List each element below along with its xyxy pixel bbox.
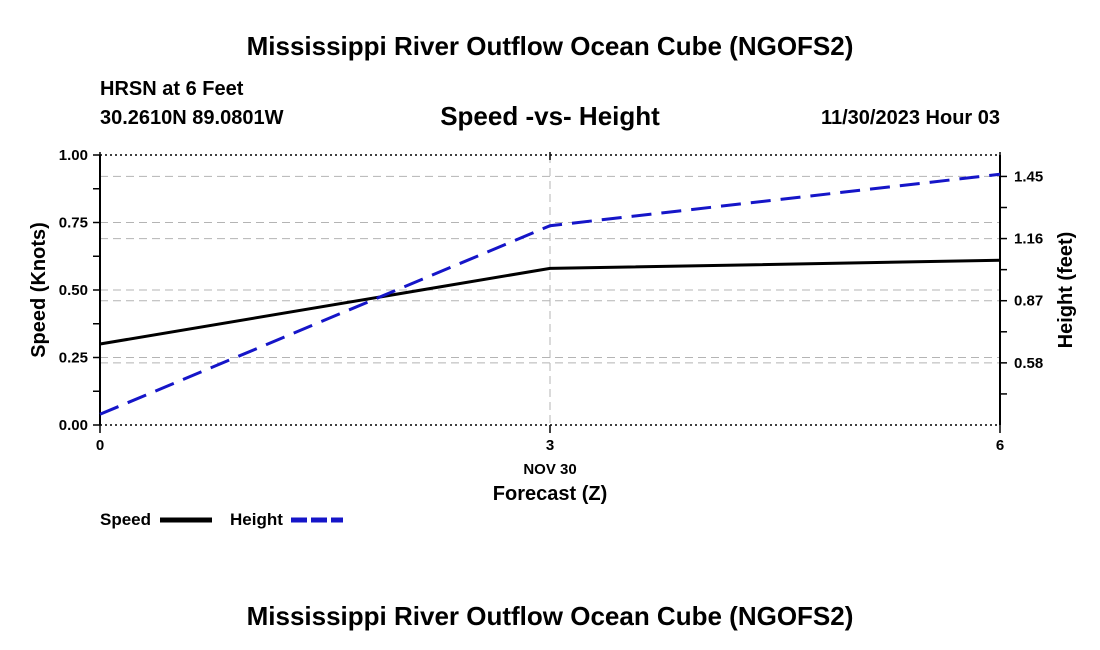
station-label: HRSN at 6 Feet	[100, 78, 244, 100]
right-tick-label: 1.45	[1014, 168, 1043, 185]
left-tick-label: 0.75	[59, 215, 88, 232]
x-tick-label: 6	[996, 437, 1004, 454]
y-axis-label: Speed (Knots)	[28, 222, 50, 358]
legend-height-label: Height	[230, 510, 283, 529]
location-label: 30.2610N 89.0801W	[100, 107, 284, 129]
legend-speed-label: Speed	[100, 510, 151, 529]
right-tick-label: 0.58	[1014, 355, 1043, 372]
right-tick-label: 0.87	[1014, 293, 1043, 310]
left-axis-ticks: 0.00 0.25 0.50 0.75 1.00	[59, 147, 100, 434]
y2-axis-label: Height (feet)	[1055, 232, 1077, 349]
left-tick-label: 0.50	[59, 282, 88, 299]
x-date-label: NOV 30	[523, 461, 576, 478]
left-tick-label: 0.25	[59, 350, 88, 367]
datetime-label: 11/30/2023 Hour 03	[821, 107, 1000, 129]
left-tick-label: 0.00	[59, 417, 88, 434]
speed-series-line	[99, 258, 1001, 346]
page-title: Mississippi River Outflow Ocean Cube (NG…	[247, 31, 854, 61]
right-axis-ticks: 0.58 0.87 1.16 1.45	[1000, 168, 1043, 395]
footer-title: Mississippi River Outflow Ocean Cube (NG…	[247, 601, 854, 631]
x-axis-ticks: 0 3 6	[96, 152, 1004, 454]
gridlines	[100, 155, 1000, 425]
height-series-line	[99, 172, 1001, 416]
x-tick-label: 0	[96, 437, 104, 454]
x-tick-label: 3	[546, 437, 554, 454]
chart-title: Speed -vs- Height	[440, 101, 660, 131]
legend: Speed Height	[100, 510, 343, 529]
right-tick-label: 1.16	[1014, 231, 1043, 248]
x-axis-label: Forecast (Z)	[493, 483, 607, 505]
left-tick-label: 1.00	[59, 147, 88, 164]
